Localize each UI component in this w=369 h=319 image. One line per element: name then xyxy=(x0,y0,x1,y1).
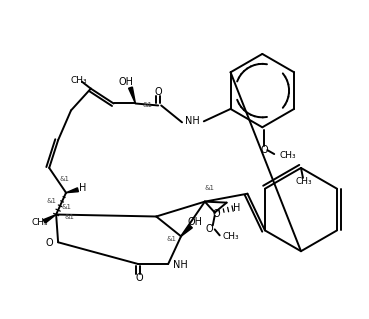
Text: &1: &1 xyxy=(205,185,215,191)
Text: NH: NH xyxy=(173,260,187,270)
Text: H: H xyxy=(233,203,240,212)
Text: O: O xyxy=(206,224,214,234)
Text: &1: &1 xyxy=(61,204,71,210)
Text: O: O xyxy=(135,273,143,283)
Text: CH₃: CH₃ xyxy=(223,232,239,241)
Text: H: H xyxy=(79,183,87,193)
Text: &1: &1 xyxy=(64,214,74,220)
Text: &1: &1 xyxy=(142,102,152,108)
Text: NH: NH xyxy=(184,116,199,126)
Text: CH₃: CH₃ xyxy=(279,151,296,160)
Text: CH₃: CH₃ xyxy=(70,76,87,85)
Text: CH₃: CH₃ xyxy=(296,177,312,186)
Text: O: O xyxy=(213,209,221,219)
Text: O: O xyxy=(261,145,268,155)
Text: OH: OH xyxy=(118,77,133,87)
Text: O: O xyxy=(154,86,162,97)
Text: OH: OH xyxy=(187,218,203,227)
Polygon shape xyxy=(66,188,79,193)
Text: &1: &1 xyxy=(166,236,176,242)
Text: &1: &1 xyxy=(59,176,69,182)
Polygon shape xyxy=(43,214,56,223)
Text: &1: &1 xyxy=(46,198,56,204)
Text: CH₃: CH₃ xyxy=(32,218,49,227)
Text: O: O xyxy=(45,238,53,248)
Polygon shape xyxy=(181,225,192,236)
Polygon shape xyxy=(128,87,135,103)
